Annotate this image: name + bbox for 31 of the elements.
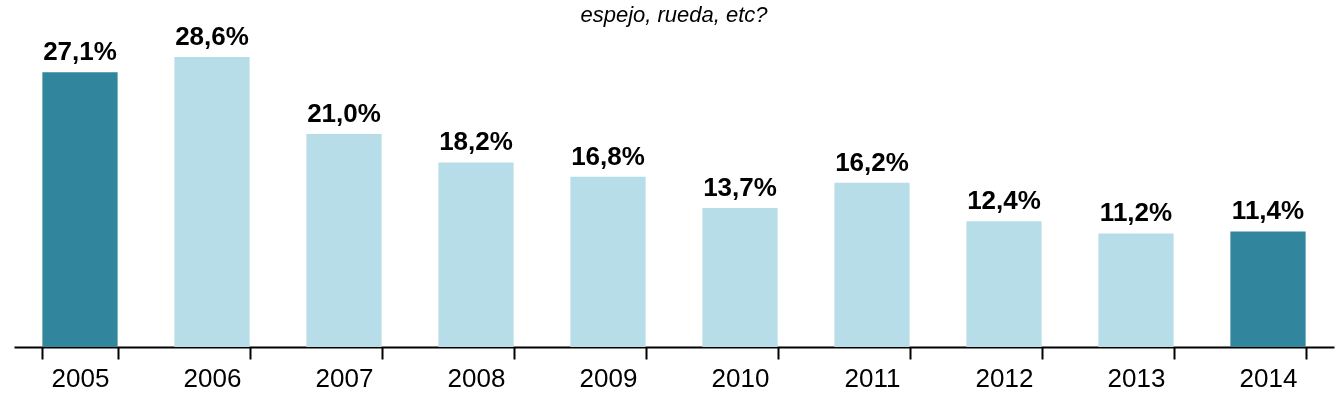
x-tick-label: 2013 <box>1107 362 1166 393</box>
data-label: 27,1% <box>43 36 117 67</box>
data-label: 21,0% <box>307 98 381 129</box>
x-tick-label: 2012 <box>975 362 1034 393</box>
data-label: 12,4% <box>967 185 1041 216</box>
bar <box>174 57 250 347</box>
x-tick-label: 2008 <box>447 362 506 393</box>
bar <box>966 221 1042 347</box>
data-label: 18,2% <box>439 126 513 157</box>
x-tick-label: 2006 <box>183 362 242 393</box>
x-tick-label: 2014 <box>1239 362 1298 393</box>
x-tick-label: 2011 <box>844 362 901 393</box>
x-tick-label: 2010 <box>711 362 770 393</box>
bar <box>570 176 646 347</box>
data-label: 11,4% <box>1231 195 1305 226</box>
bar <box>1230 231 1306 347</box>
x-tick-label: 2009 <box>579 362 638 393</box>
data-label: 16,2% <box>835 146 909 177</box>
data-label: 16,8% <box>571 140 645 171</box>
bar <box>834 182 910 347</box>
data-label: 28,6% <box>175 21 249 51</box>
bar <box>306 134 382 347</box>
x-tick-label: 2007 <box>315 362 374 393</box>
bar <box>1098 233 1174 347</box>
bar <box>702 208 778 347</box>
bar <box>42 72 118 347</box>
data-label: 13,7% <box>703 172 777 203</box>
bar <box>438 162 514 347</box>
chart-subtitle: espejo, rueda, etc? <box>580 2 769 27</box>
data-label: 11,2% <box>1099 197 1173 228</box>
x-tick-label: 2005 <box>51 362 110 393</box>
